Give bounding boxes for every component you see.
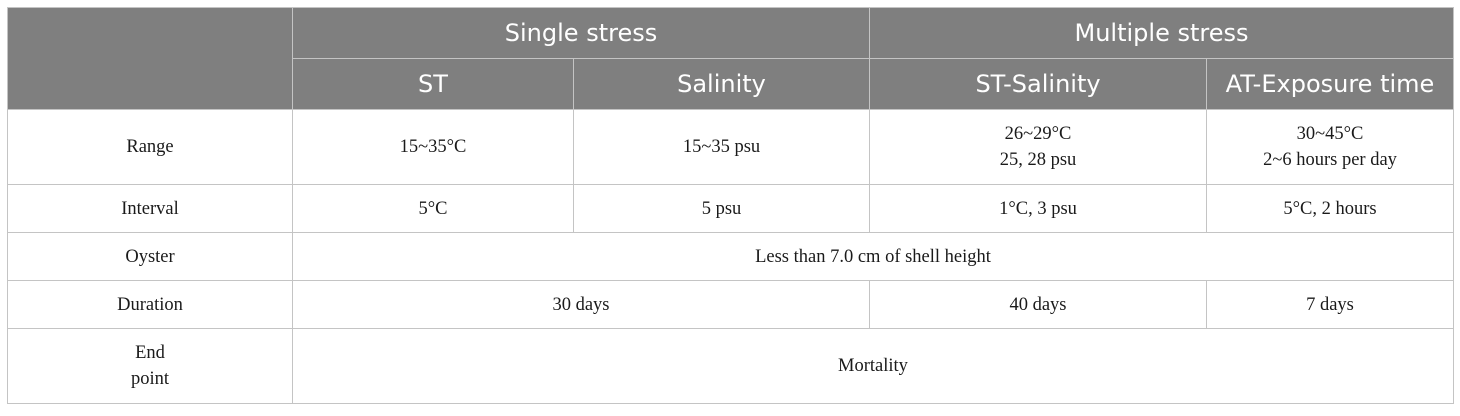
cell-range-st-salinity-line2: 25, 28 psu — [999, 150, 1077, 170]
row-label-range: Range — [7, 109, 293, 185]
table-row-interval: Interval 5°C 5 psu 1°C, 3 psu 5°C, 2 hou… — [7, 184, 1454, 233]
table-row-end-point: End point Mortality — [7, 328, 1454, 404]
header-multiple-stress: Multiple stress — [869, 7, 1454, 59]
row-label-end-point-line1: End — [135, 343, 165, 363]
header-st-salinity: ST-Salinity — [869, 58, 1207, 110]
cell-range-at-exposure: 30~45°C 2~6 hours per day — [1206, 109, 1454, 185]
header-row-columns: ST Salinity ST-Salinity AT-Exposure time — [8, 58, 1454, 110]
cell-range-at-exposure-line1: 30~45°C — [1296, 124, 1364, 144]
cell-interval-st-salinity: 1°C, 3 psu — [869, 184, 1207, 233]
table-row-oyster: Oyster Less than 7.0 cm of shell height — [7, 232, 1454, 281]
header-at-exposure-time: AT-Exposure time — [1206, 58, 1454, 110]
header-row-groups: Single stress Multiple stress — [7, 7, 1454, 110]
table-row-duration: Duration 30 days 40 days 7 days — [7, 280, 1454, 329]
cell-end-point-value: Mortality — [292, 328, 1454, 404]
experiment-conditions-table: Single stress Multiple stress ST Salinit… — [7, 7, 1454, 404]
row-label-interval: Interval — [7, 184, 293, 233]
header-salinity: Salinity — [573, 58, 870, 110]
cell-interval-salinity: 5 psu — [573, 184, 870, 233]
row-label-oyster: Oyster — [7, 232, 293, 281]
cell-oyster-value: Less than 7.0 cm of shell height — [292, 232, 1454, 281]
cell-duration-single: 30 days — [292, 280, 870, 329]
cell-range-st: 15~35°C — [292, 109, 574, 185]
cell-duration-at-exposure: 7 days — [1206, 280, 1454, 329]
row-label-duration: Duration — [7, 280, 293, 329]
header-st: ST — [292, 58, 574, 110]
table-container: Single stress Multiple stress ST Salinit… — [7, 7, 1454, 404]
header-empty-cell — [7, 7, 293, 110]
cell-range-salinity: 15~35 psu — [573, 109, 870, 185]
cell-duration-st-salinity: 40 days — [869, 280, 1207, 329]
cell-range-st-salinity: 26~29°C 25, 28 psu — [869, 109, 1207, 185]
cell-interval-st: 5°C — [292, 184, 574, 233]
row-label-end-point-line2: point — [130, 369, 170, 389]
cell-range-st-salinity-line1: 26~29°C — [1004, 124, 1072, 144]
table-row-range: Range 15~35°C 15~35 psu 26~29°C 25, 28 p… — [7, 109, 1454, 185]
cell-interval-at-exposure: 5°C, 2 hours — [1206, 184, 1454, 233]
cell-range-at-exposure-line2: 2~6 hours per day — [1263, 150, 1397, 170]
row-label-end-point: End point — [7, 328, 293, 404]
header-single-stress: Single stress — [292, 7, 870, 59]
